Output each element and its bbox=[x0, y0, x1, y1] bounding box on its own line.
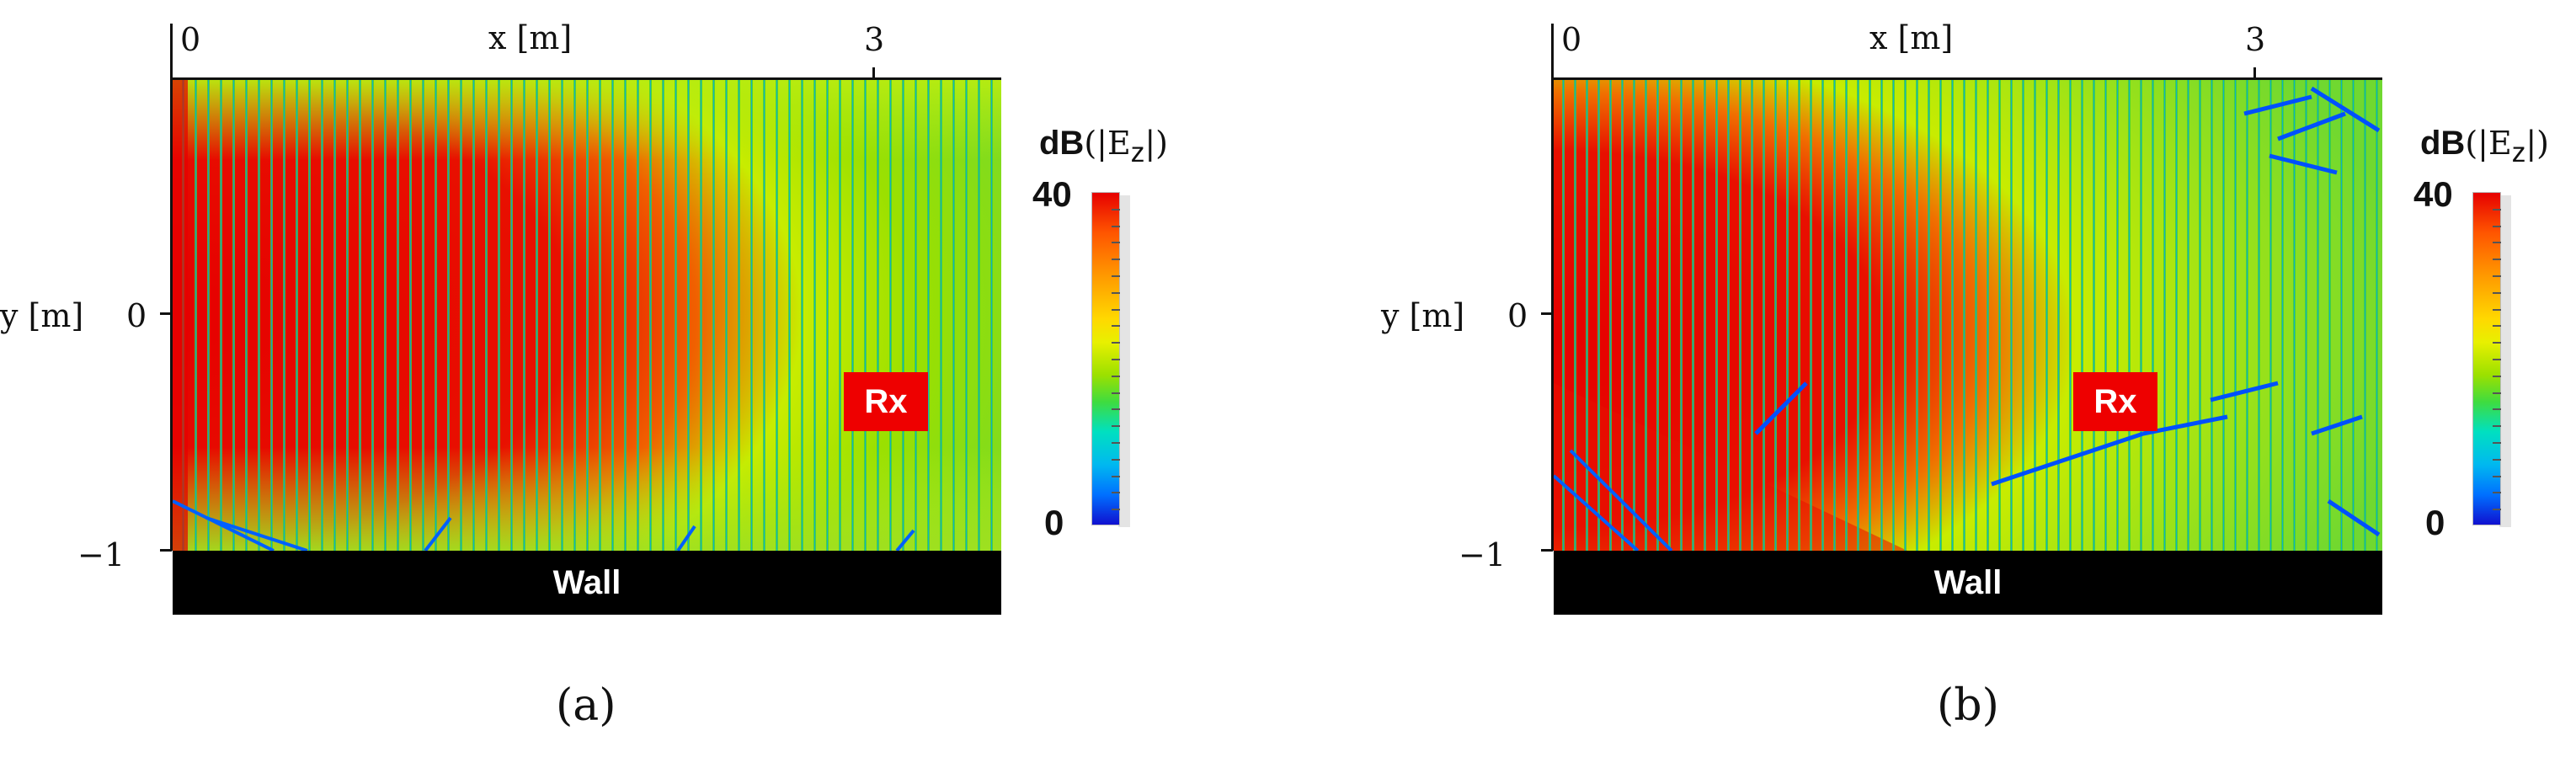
x-tick-label-3: 3 bbox=[864, 21, 885, 58]
x-tick-3 bbox=[2253, 67, 2256, 79]
colorbar-shade bbox=[1118, 195, 1130, 527]
y-tick-minus-1 bbox=[160, 549, 172, 552]
colorbar-tick bbox=[1112, 275, 1120, 277]
colorbar-min-label: 0 bbox=[1044, 503, 1064, 542]
field-heatmap bbox=[1554, 80, 2382, 551]
y-tick-label-0: 0 bbox=[126, 297, 147, 334]
x-tick-label-0: 0 bbox=[180, 21, 201, 58]
colorbar-min-label: 0 bbox=[2425, 503, 2445, 542]
colorbar-tick bbox=[1112, 325, 1120, 327]
colorbar-tick bbox=[2493, 408, 2501, 410]
y-axis-label: y [m] bbox=[0, 297, 84, 334]
colorbar-tick bbox=[1112, 242, 1120, 243]
colorbar-max-label: 40 bbox=[2413, 174, 2453, 214]
colorbar-title-close: |) bbox=[1144, 125, 1169, 162]
colorbar-tick bbox=[1112, 492, 1120, 493]
colorbar-title: dB(|Ez|) bbox=[2420, 126, 2549, 167]
heatmap-svg bbox=[173, 80, 1001, 551]
colorbar-tick bbox=[2493, 342, 2501, 344]
colorbar-tick bbox=[2493, 209, 2501, 211]
x-axis-label: x [m] bbox=[488, 19, 573, 56]
colorbar-tick bbox=[2493, 492, 2501, 493]
x-axis-line bbox=[173, 77, 1001, 80]
colorbar-tick bbox=[2493, 325, 2501, 327]
colorbar-tick bbox=[1112, 342, 1120, 344]
field-heatmap bbox=[173, 80, 1001, 551]
colorbar-tick bbox=[1112, 509, 1120, 510]
colorbar-title: dB(|Ez|) bbox=[1039, 126, 1168, 167]
x-tick-label-3: 3 bbox=[2245, 21, 2266, 58]
y-tick-label-minus-1: −1 bbox=[77, 536, 125, 573]
colorbar-title-close: |) bbox=[2525, 125, 2550, 162]
y-tick-0 bbox=[1541, 312, 1553, 315]
colorbar-title-unit: dB bbox=[1039, 125, 1085, 162]
colorbar-tick bbox=[1112, 309, 1120, 311]
receiver-marker: Rx bbox=[844, 372, 928, 431]
colorbar-tick bbox=[2493, 242, 2501, 243]
colorbar-tick bbox=[1112, 292, 1120, 294]
colorbar-title-subscript: z bbox=[1130, 137, 1145, 168]
colorbar-tick bbox=[2493, 392, 2501, 394]
panel-label: (b) bbox=[1937, 680, 1999, 731]
x-axis-line bbox=[1554, 77, 2382, 80]
y-tick-minus-1 bbox=[1541, 549, 1553, 552]
receiver-marker: Rx bbox=[2073, 372, 2157, 431]
x-tick-label-0: 0 bbox=[1561, 21, 1582, 58]
colorbar-tick bbox=[1112, 209, 1120, 211]
colorbar-tick bbox=[1112, 459, 1120, 461]
colorbar-tick bbox=[1112, 376, 1120, 377]
y-tick-0 bbox=[160, 312, 172, 315]
panel-label: (a) bbox=[556, 680, 616, 731]
colorbar-tick bbox=[2493, 476, 2501, 477]
colorbar-tick bbox=[2493, 509, 2501, 510]
x-axis-label: x [m] bbox=[1869, 19, 1954, 56]
wall: Wall bbox=[173, 551, 1001, 615]
x-tick-3 bbox=[872, 67, 875, 79]
colorbar-tick bbox=[1112, 259, 1120, 260]
colorbar-tick bbox=[1112, 476, 1120, 477]
colorbar-tick bbox=[1112, 226, 1120, 227]
colorbar-tick bbox=[2493, 425, 2501, 427]
panel-b: 0 3 x [m] y [m] 0 −1 bbox=[1381, 0, 2576, 757]
y-axis-label: y [m] bbox=[1381, 297, 1465, 334]
colorbar-tick bbox=[1112, 442, 1120, 444]
colorbar-tick bbox=[2493, 259, 2501, 260]
colorbar-tick bbox=[1112, 425, 1120, 427]
colorbar-tick bbox=[2493, 442, 2501, 444]
y-axis-line bbox=[1551, 24, 1554, 551]
y-tick-label-0: 0 bbox=[1507, 297, 1528, 334]
colorbar-tick bbox=[1112, 392, 1120, 394]
colorbar-shade bbox=[2499, 195, 2511, 527]
colorbar-title-unit: dB bbox=[2420, 125, 2466, 162]
y-tick-label-minus-1: −1 bbox=[1459, 536, 1507, 573]
colorbar-title-quantity: (|E bbox=[1084, 125, 1131, 162]
colorbar-tick bbox=[2493, 376, 2501, 377]
colorbar-title-subscript: z bbox=[2511, 137, 2526, 168]
colorbar-tick bbox=[1112, 408, 1120, 410]
y-axis-line bbox=[170, 24, 173, 551]
colorbar-tick bbox=[2493, 359, 2501, 360]
colorbar-title-quantity: (|E bbox=[2465, 125, 2512, 162]
colorbar-tick bbox=[1112, 359, 1120, 360]
colorbar-tick bbox=[2493, 226, 2501, 227]
colorbar-tick bbox=[2493, 309, 2501, 311]
colorbar-max-label: 40 bbox=[1032, 174, 1072, 214]
colorbar-tick bbox=[2493, 459, 2501, 461]
colorbar-tick bbox=[2493, 275, 2501, 277]
panel-a: 0 3 x [m] y [m] 0 −1 bbox=[0, 19, 1168, 731]
wall: Wall bbox=[1554, 551, 2382, 615]
heatmap-svg bbox=[1554, 80, 2382, 551]
colorbar-tick bbox=[2493, 292, 2501, 294]
